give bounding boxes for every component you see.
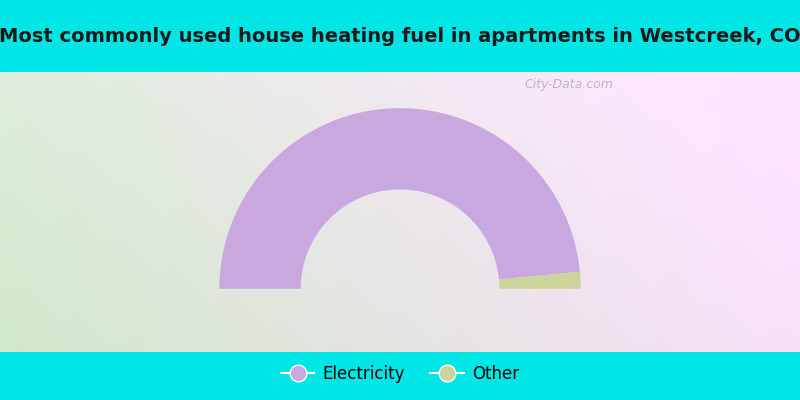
Wedge shape	[219, 108, 580, 289]
Text: City-Data.com: City-Data.com	[525, 78, 614, 91]
Wedge shape	[499, 272, 581, 289]
Text: Most commonly used house heating fuel in apartments in Westcreek, CO: Most commonly used house heating fuel in…	[0, 26, 800, 46]
Legend: Electricity, Other: Electricity, Other	[276, 360, 524, 388]
